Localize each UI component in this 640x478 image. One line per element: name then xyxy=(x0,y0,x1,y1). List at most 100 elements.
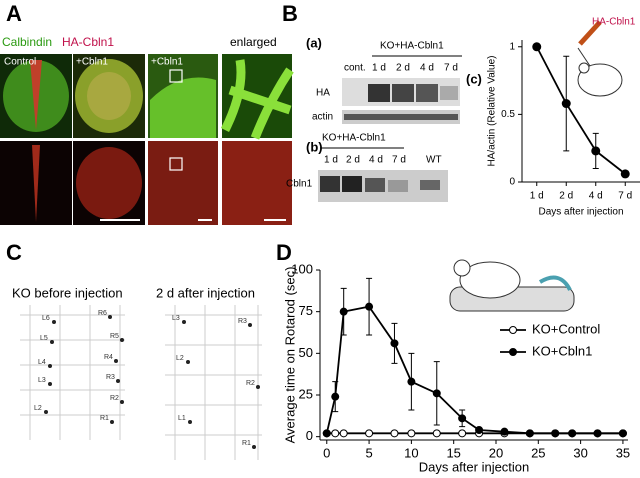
footprint xyxy=(256,385,260,389)
footprint-label: L3 xyxy=(172,315,180,322)
lane-label: cont. xyxy=(344,63,366,74)
marker xyxy=(458,429,467,438)
annotation: HA-Cbln1 xyxy=(592,17,636,28)
x-tick-label: 25 xyxy=(531,445,545,460)
x-tick-label: 1 d xyxy=(530,191,544,202)
footprint-label: R1 xyxy=(242,440,251,447)
x-tick-label: 7 d xyxy=(618,191,632,202)
marker xyxy=(407,377,416,386)
injection-icon xyxy=(577,20,623,97)
marker xyxy=(475,426,484,434)
y-tick-label: 0.5 xyxy=(501,109,515,120)
lane-label: 1 d xyxy=(372,63,386,74)
footprint xyxy=(50,340,54,344)
marker xyxy=(525,429,534,438)
lane-label: WT xyxy=(426,155,442,166)
marker xyxy=(551,429,560,438)
subpanel-label: (b) xyxy=(306,139,323,154)
image-label: +Cbln1 xyxy=(76,57,108,68)
footprint-label: L2 xyxy=(34,405,42,412)
footprint-label: L6 xyxy=(42,315,50,322)
x-tick-label: 35 xyxy=(616,445,630,460)
x-tick-label: 2 d xyxy=(559,191,573,202)
footprint xyxy=(188,420,192,424)
x-tick-label: 0 xyxy=(323,445,330,460)
marker xyxy=(532,42,542,52)
x-axis-label: Days after injection xyxy=(419,459,530,474)
blots xyxy=(318,55,462,202)
subpanel-label: (c) xyxy=(466,71,482,86)
y-axis-label: HA/actin (Relative Value) xyxy=(487,56,498,167)
footprint-label: R4 xyxy=(104,354,113,361)
footprint xyxy=(114,359,118,363)
group-label: KO+HA-Cbln1 xyxy=(322,133,386,144)
footprint xyxy=(120,400,124,404)
y-tick-label: 0 xyxy=(306,428,313,443)
subpanel-label: (a) xyxy=(306,35,322,50)
row-label: Cbln1 xyxy=(286,179,313,190)
y-tick-label: 1 xyxy=(509,41,515,52)
lane-label: 4 d xyxy=(420,63,434,74)
y-tick-label: 50 xyxy=(299,345,313,360)
group-label: KO+HA-Cbln1 xyxy=(380,41,444,52)
lane-label: 2 d xyxy=(346,155,360,166)
marker xyxy=(458,414,467,423)
track-title: 2 d after injection xyxy=(156,285,255,300)
stain-label: Calbindin xyxy=(2,35,52,49)
marker xyxy=(365,429,374,438)
footprint-label: R1 xyxy=(100,415,109,422)
panel-label: A xyxy=(6,1,22,26)
x-tick-label: 30 xyxy=(573,445,587,460)
footprint-label: L2 xyxy=(176,355,184,362)
image-label: Control xyxy=(4,57,36,68)
footprint xyxy=(44,410,48,414)
footprint-label: R5 xyxy=(110,333,119,340)
lane-label: 1 d xyxy=(324,155,338,166)
footprint xyxy=(186,360,190,364)
marker xyxy=(568,429,577,438)
y-tick-label: 0 xyxy=(509,177,515,188)
legend-label: KO+Control xyxy=(532,321,600,336)
panel-label: B xyxy=(282,1,298,26)
y-axis-label: Average time on Rotarod (sec) xyxy=(282,267,297,444)
marker xyxy=(432,429,441,438)
legend-marker xyxy=(509,348,517,356)
lane-label: 7 d xyxy=(392,155,406,166)
line xyxy=(535,46,626,175)
lane-label: 4 d xyxy=(369,155,383,166)
rotarod-icon xyxy=(449,259,575,312)
panel-label: D xyxy=(276,240,292,265)
marker xyxy=(390,339,399,348)
legend-marker xyxy=(509,326,517,334)
footprint xyxy=(120,338,124,342)
marker xyxy=(500,427,509,436)
marker xyxy=(390,429,399,438)
marker xyxy=(331,392,340,401)
marker xyxy=(561,99,571,109)
x-tick-label: 10 xyxy=(404,445,418,460)
footprint xyxy=(182,320,186,324)
marker xyxy=(365,302,374,311)
y-tick-label: 100 xyxy=(291,261,313,276)
marker xyxy=(618,429,627,438)
footprint-label: L5 xyxy=(40,335,48,342)
footprint-label: R2 xyxy=(110,395,119,402)
image-label: +Cbln1 xyxy=(151,57,183,68)
footprint-label: R3 xyxy=(238,318,247,325)
track-title: KO before injection xyxy=(12,285,123,300)
micrographs xyxy=(0,54,294,225)
footprint-label: L4 xyxy=(38,359,46,366)
marker xyxy=(620,169,630,179)
x-tick-label: 20 xyxy=(489,445,503,460)
y-tick-label: 75 xyxy=(299,303,313,318)
footprint xyxy=(48,364,52,368)
marker xyxy=(432,389,441,398)
footprint-grids xyxy=(20,305,262,460)
marker xyxy=(591,146,601,156)
footprint xyxy=(108,315,112,319)
footprint xyxy=(110,420,114,424)
marker xyxy=(331,429,340,438)
row-label: actin xyxy=(312,112,333,123)
footprint xyxy=(52,320,56,324)
